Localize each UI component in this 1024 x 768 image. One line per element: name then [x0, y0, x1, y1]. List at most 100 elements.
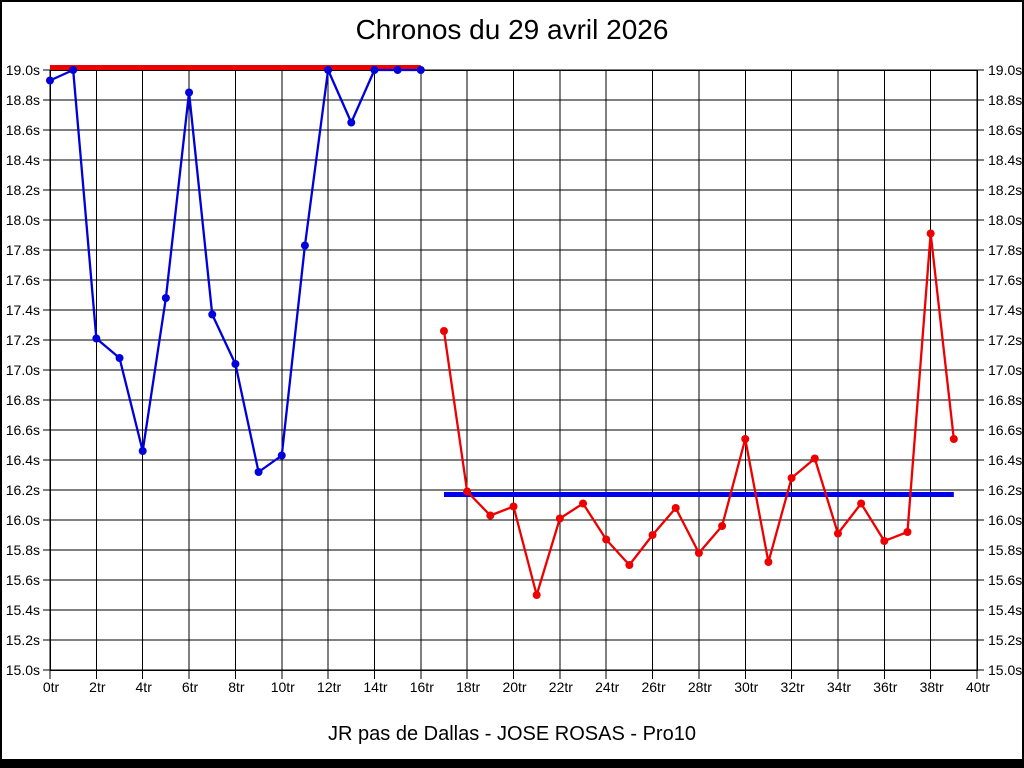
x-tick-label: 28tr	[688, 679, 712, 695]
x-tick-label: 36tr	[873, 679, 897, 695]
y-tick-label-right: 16.4s	[988, 452, 1022, 468]
chronos-first-half-point	[115, 354, 124, 362]
chronos-second-half-point	[880, 537, 889, 545]
y-tick-label-left: 16.6s	[6, 422, 40, 438]
chronos-first-half-point	[300, 241, 309, 250]
chronos-second-half-point	[694, 549, 703, 557]
x-tick-label: 10tr	[271, 679, 295, 695]
chart-title: Chronos du 29 avril 2026	[355, 14, 669, 45]
y-tick-label-right: 17.2s	[988, 332, 1022, 348]
chronos-first-half-point	[324, 66, 333, 74]
y-tick-label-right: 18.2s	[988, 182, 1022, 198]
y-tick-label-left: 17.6s	[6, 272, 40, 288]
y-tick-label-left: 15.0s	[6, 662, 40, 678]
x-tick-label: 14tr	[363, 679, 387, 695]
x-tick-label: 8tr	[228, 679, 245, 695]
y-tick-label-right: 18.0s	[988, 212, 1022, 228]
y-tick-label-left: 16.2s	[6, 482, 40, 498]
chronos-second-half-point	[648, 531, 657, 539]
x-tick-label: 40tr	[966, 679, 990, 695]
y-tick-label-right: 16.8s	[988, 392, 1022, 408]
x-tick-label: 34tr	[827, 679, 851, 695]
y-tick-label-left: 19.0s	[6, 62, 40, 78]
chronos-first-half-point	[347, 118, 356, 127]
y-tick-label-left: 15.2s	[6, 632, 40, 648]
chronos-second-half-point	[903, 528, 912, 536]
y-tick-label-right: 15.6s	[988, 572, 1022, 588]
chronos-second-half-point	[926, 229, 935, 238]
chart-subtitle: JR pas de Dallas - JOSE ROSAS - Pro10	[328, 723, 696, 745]
y-tick-label-left: 16.0s	[6, 512, 40, 528]
chronos-second-half-point	[602, 535, 611, 544]
y-tick-label-right: 17.6s	[988, 272, 1022, 288]
y-tick-label-left: 18.2s	[6, 182, 40, 198]
chronos-second-half-point	[787, 474, 796, 482]
y-tick-label-right: 16.0s	[988, 512, 1022, 528]
y-tick-label-left: 18.8s	[6, 92, 40, 108]
chronos-second-half-point	[718, 522, 727, 530]
x-tick-label: 26tr	[641, 679, 665, 695]
chronos-second-half-point	[833, 529, 842, 538]
chronos-second-half-point	[741, 435, 750, 443]
plot-frame	[49, 69, 978, 671]
x-tick-label: 4tr	[136, 679, 153, 695]
x-tick-label: 24tr	[595, 679, 619, 695]
y-tick-label-right: 19.0s	[988, 62, 1022, 78]
chronos-first-half-point	[161, 294, 170, 302]
chronos-first-half-point	[416, 66, 425, 74]
chronos-first-half-point	[370, 66, 379, 74]
chronos-second-half-point	[579, 499, 588, 508]
chronos-second-half-point	[463, 487, 472, 496]
y-tick-label-right: 18.4s	[988, 152, 1022, 168]
y-tick-label-left: 18.6s	[6, 122, 40, 138]
y-tick-label-right: 17.4s	[988, 302, 1022, 318]
y-tick-label-left: 16.4s	[6, 452, 40, 468]
y-tick-label-right: 18.6s	[988, 122, 1022, 138]
x-tick-label: 22tr	[549, 679, 573, 695]
y-tick-label-left: 16.8s	[6, 392, 40, 408]
bottom-bar	[2, 759, 1022, 766]
x-tick-label: 16tr	[410, 679, 434, 695]
y-tick-label-right: 15.0s	[988, 662, 1022, 678]
chronos-second-half-point	[857, 499, 866, 508]
chronos-second-half-point	[625, 561, 634, 569]
y-tick-label-left: 15.6s	[6, 572, 40, 588]
y-tick-label-right: 18.8s	[988, 92, 1022, 108]
y-tick-label-left: 17.0s	[6, 362, 40, 378]
y-tick-label-right: 17.0s	[988, 362, 1022, 378]
y-tick-label-left: 17.4s	[6, 302, 40, 318]
chronos-second-half-point	[555, 514, 564, 523]
x-tick-label: 18tr	[456, 679, 480, 695]
chronos-second-half-point	[764, 558, 773, 566]
y-tick-label-left: 15.8s	[6, 542, 40, 558]
chronos-first-half-point	[185, 88, 194, 97]
chronos-first-half-point	[254, 468, 263, 476]
x-tick-label: 30tr	[734, 679, 758, 695]
chronos-second-half-point	[509, 502, 518, 511]
y-tick-label-right: 16.6s	[988, 422, 1022, 438]
chronos-second-half-point	[439, 327, 448, 335]
chronos-second-half-point	[532, 591, 541, 599]
chronos-first-half-point	[231, 360, 240, 368]
y-tick-label-right: 15.2s	[988, 632, 1022, 648]
chronos-first-half-point	[208, 310, 217, 319]
x-tick-label: 38tr	[920, 679, 944, 695]
x-tick-label: 32tr	[781, 679, 805, 695]
y-tick-label-left: 18.0s	[6, 212, 40, 228]
chronos-second-half-point	[949, 435, 958, 443]
y-tick-label-left: 17.2s	[6, 332, 40, 348]
chronos-first-half-point	[46, 76, 54, 85]
y-tick-label-right: 16.2s	[988, 482, 1022, 498]
y-tick-label-left: 17.8s	[6, 242, 40, 258]
y-tick-label-right: 15.4s	[988, 602, 1022, 618]
y-tick-label-right: 17.8s	[988, 242, 1022, 258]
x-tick-label: 12tr	[317, 679, 341, 695]
chronos-first-half-point	[393, 66, 402, 74]
chronos-first-half-point	[138, 447, 147, 455]
chronos-first-half-point	[92, 334, 101, 343]
x-tick-label: 20tr	[502, 679, 526, 695]
x-tick-label: 2tr	[89, 679, 106, 695]
y-tick-label-left: 15.4s	[6, 602, 40, 618]
